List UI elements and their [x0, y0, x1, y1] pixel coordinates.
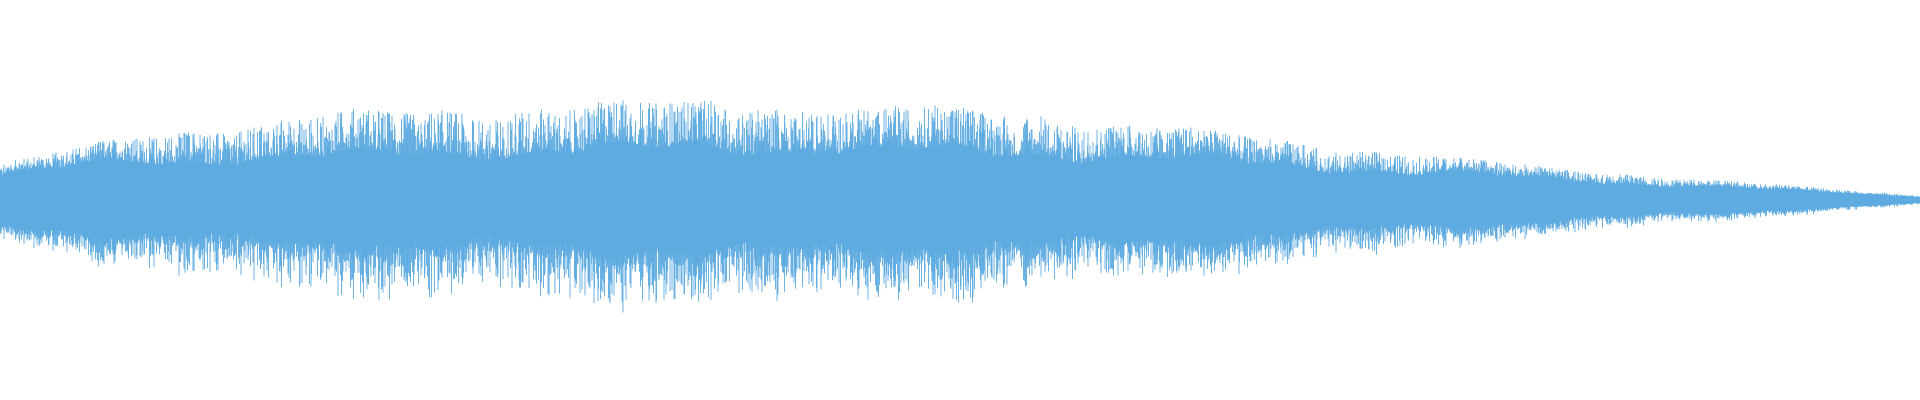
waveform-core — [0, 143, 1920, 257]
